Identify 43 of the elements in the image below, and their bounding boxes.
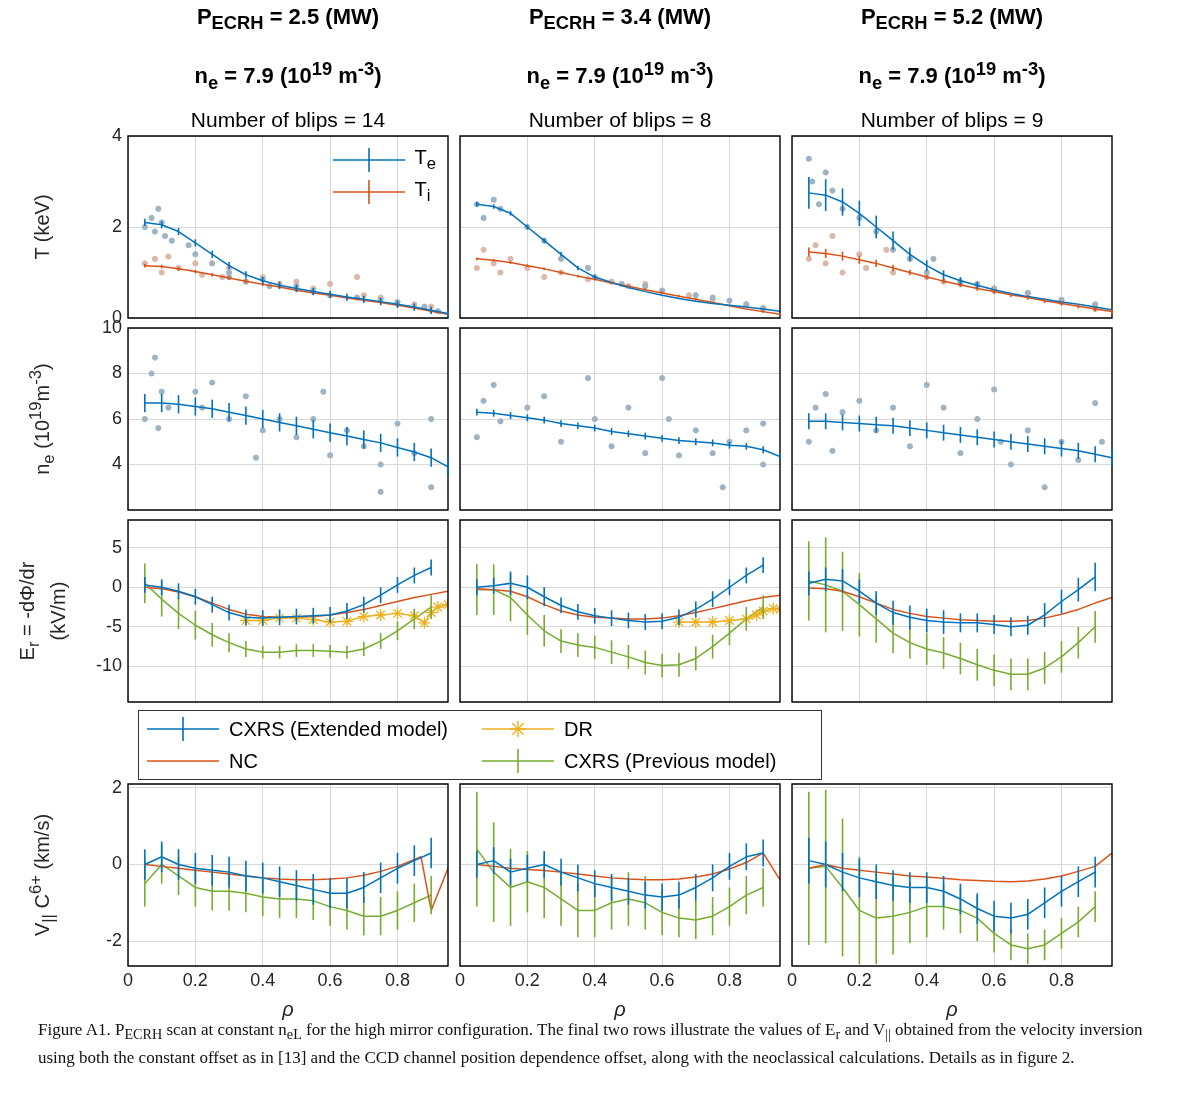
legend-label: CXRS (Previous model) — [564, 749, 777, 773]
chart-subtitle: Number of blips = 14 — [189, 107, 387, 133]
x-tick-label: 0.2 — [514, 969, 540, 990]
chart-title: P$_{ECRH}$ = 2.5 (MW) n$_{e}$ = 7.9 (10$^{19}$ m$^{-3}$) — [194, 3, 382, 93]
legend-label: NC — [229, 749, 258, 773]
chart-title: P$_{ECRH}$ = 5.2 (MW) n$_{e}$ = 7.9 (10$^{19}$ m$^{-3}$) — [858, 3, 1046, 93]
y-tick-label: -10 — [95, 655, 122, 676]
x-tick-label: 0.6 — [981, 969, 1007, 990]
x-tick-label: 0.4 — [250, 969, 276, 990]
x-tick-label: 0.6 — [649, 969, 675, 990]
y-tick-label: -5 — [105, 615, 122, 636]
x-tick-label: 0 — [786, 969, 798, 990]
text: Figure A1. P$_{ECRH}$ scan at constant n$_{eL}$ for the high mirror configuration. The final two rows illustrate the values of E$_{r}$ and V$_{||}$ obtained from the velocity inversion using both the constant offset as in [13] and the CCD channel position dependence offset, along with the neoclassical calculations. Details as in figure 2. — [38, 1020, 1143, 1068]
chart-subtitle: Number of blips = 8 — [527, 107, 713, 133]
y-tick-label: 2 — [111, 776, 122, 797]
x-tick-label: 0.4 — [914, 969, 940, 990]
x-tick-label: 0 — [454, 969, 466, 990]
x-tick-label: 0.2 — [846, 969, 872, 990]
y-tick-label: 4 — [111, 124, 122, 145]
legend-label: DR — [564, 717, 593, 741]
x-tick-label: 0.8 — [384, 969, 410, 990]
y-tick-label: -2 — [105, 930, 122, 951]
chart-title: P$_{ECRH}$ = 3.4 (MW) n$_{e}$ = 7.9 (10$^{19}$ m$^{-3}$) — [526, 3, 714, 93]
y-tick-label: 6 — [111, 407, 122, 428]
y-tick-label: 0 — [111, 576, 122, 597]
y-tick-label: 8 — [111, 362, 122, 383]
y-tick-label: 5 — [111, 536, 122, 557]
y-axis-title: T (keV) — [30, 194, 54, 260]
y-tick-label: 4 — [111, 453, 122, 474]
y-tick-label: 0 — [111, 853, 122, 874]
legend-label: T$_{i}$ — [414, 178, 431, 206]
x-tick-label: 0.8 — [1048, 969, 1074, 990]
chart-subtitle: Number of blips = 9 — [859, 107, 1045, 133]
y-tick-label: 2 — [111, 215, 122, 236]
x-tick-label: 0.8 — [716, 969, 742, 990]
x-tick-label: 0.6 — [317, 969, 343, 990]
x-tick-label: 0.2 — [182, 969, 208, 990]
x-axis-title: ρ — [613, 998, 627, 1021]
x-tick-label: 0.4 — [582, 969, 608, 990]
x-axis-title: ρ — [281, 998, 295, 1021]
legend-label: CXRS (Extended model) — [229, 717, 448, 741]
x-axis-title: ρ — [945, 998, 959, 1021]
legend-label: T$_{e}$ — [414, 146, 436, 174]
